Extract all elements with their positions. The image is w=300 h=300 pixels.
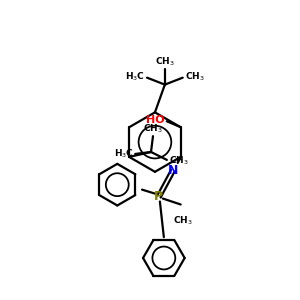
Text: P: P bbox=[154, 190, 164, 203]
Text: CH$_3$: CH$_3$ bbox=[143, 123, 163, 135]
Text: CH$_3$: CH$_3$ bbox=[173, 214, 193, 227]
Text: CH$_3$: CH$_3$ bbox=[185, 70, 204, 83]
Text: CH$_3$: CH$_3$ bbox=[169, 154, 189, 167]
Text: N: N bbox=[168, 164, 178, 177]
Text: H$_3$C: H$_3$C bbox=[114, 148, 134, 160]
Text: HO: HO bbox=[146, 115, 165, 125]
Text: H$_3$C: H$_3$C bbox=[125, 70, 145, 83]
Text: CH$_3$: CH$_3$ bbox=[155, 55, 175, 68]
